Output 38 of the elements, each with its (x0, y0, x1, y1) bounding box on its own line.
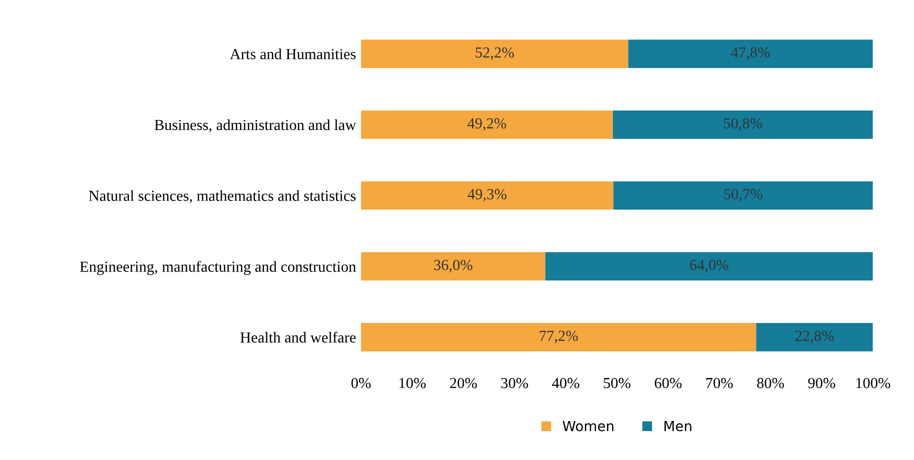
y-tick-label: Engineering, manufacturing and construction (80, 260, 356, 276)
x-tick-label: 70% (706, 378, 733, 388)
x-tick-label: 50% (604, 378, 630, 388)
data-label: 50,7% (724, 189, 762, 202)
data-label: 77,2% (540, 330, 578, 344)
bar (613, 181, 873, 210)
x-tick-label: 30% (501, 378, 528, 388)
data-label: 64,0% (690, 260, 728, 272)
x-tick-label: 20% (450, 378, 477, 388)
data-label: 22,8% (795, 330, 834, 344)
bar (361, 181, 614, 210)
bar (361, 110, 613, 139)
bar (612, 110, 873, 139)
x-tick-label: 100% (856, 378, 890, 388)
x-tick-label: 80% (757, 378, 784, 388)
bar (756, 323, 873, 352)
y-tick-label: Natural sciences, mathematics and statistics (88, 190, 356, 204)
x-tick-label: 60% (654, 378, 682, 388)
bar (361, 252, 546, 281)
data-label: 49,3% (468, 189, 506, 202)
legend-label: Men (664, 420, 692, 432)
y-tick-label: Arts and Humanities (230, 48, 356, 60)
data-label: 36,0% (434, 260, 472, 272)
y-tick-label: Health and welfare (240, 332, 356, 343)
x-tick-label: 0% (351, 378, 371, 388)
bar (361, 323, 756, 352)
data-label: 49,2% (468, 118, 506, 131)
bar (361, 40, 628, 68)
x-tick-label: 90% (808, 378, 836, 388)
legend-label: Women (562, 420, 614, 432)
bar (545, 252, 873, 281)
bar (628, 40, 873, 68)
data-label: 52,2% (476, 47, 514, 60)
y-tick-label: Business, administration and law (154, 119, 356, 132)
x-tick-label: 10% (400, 378, 426, 388)
data-label: 50,8% (724, 118, 762, 131)
data-label: 47,8% (731, 47, 770, 60)
x-tick-label: 40% (552, 378, 580, 388)
